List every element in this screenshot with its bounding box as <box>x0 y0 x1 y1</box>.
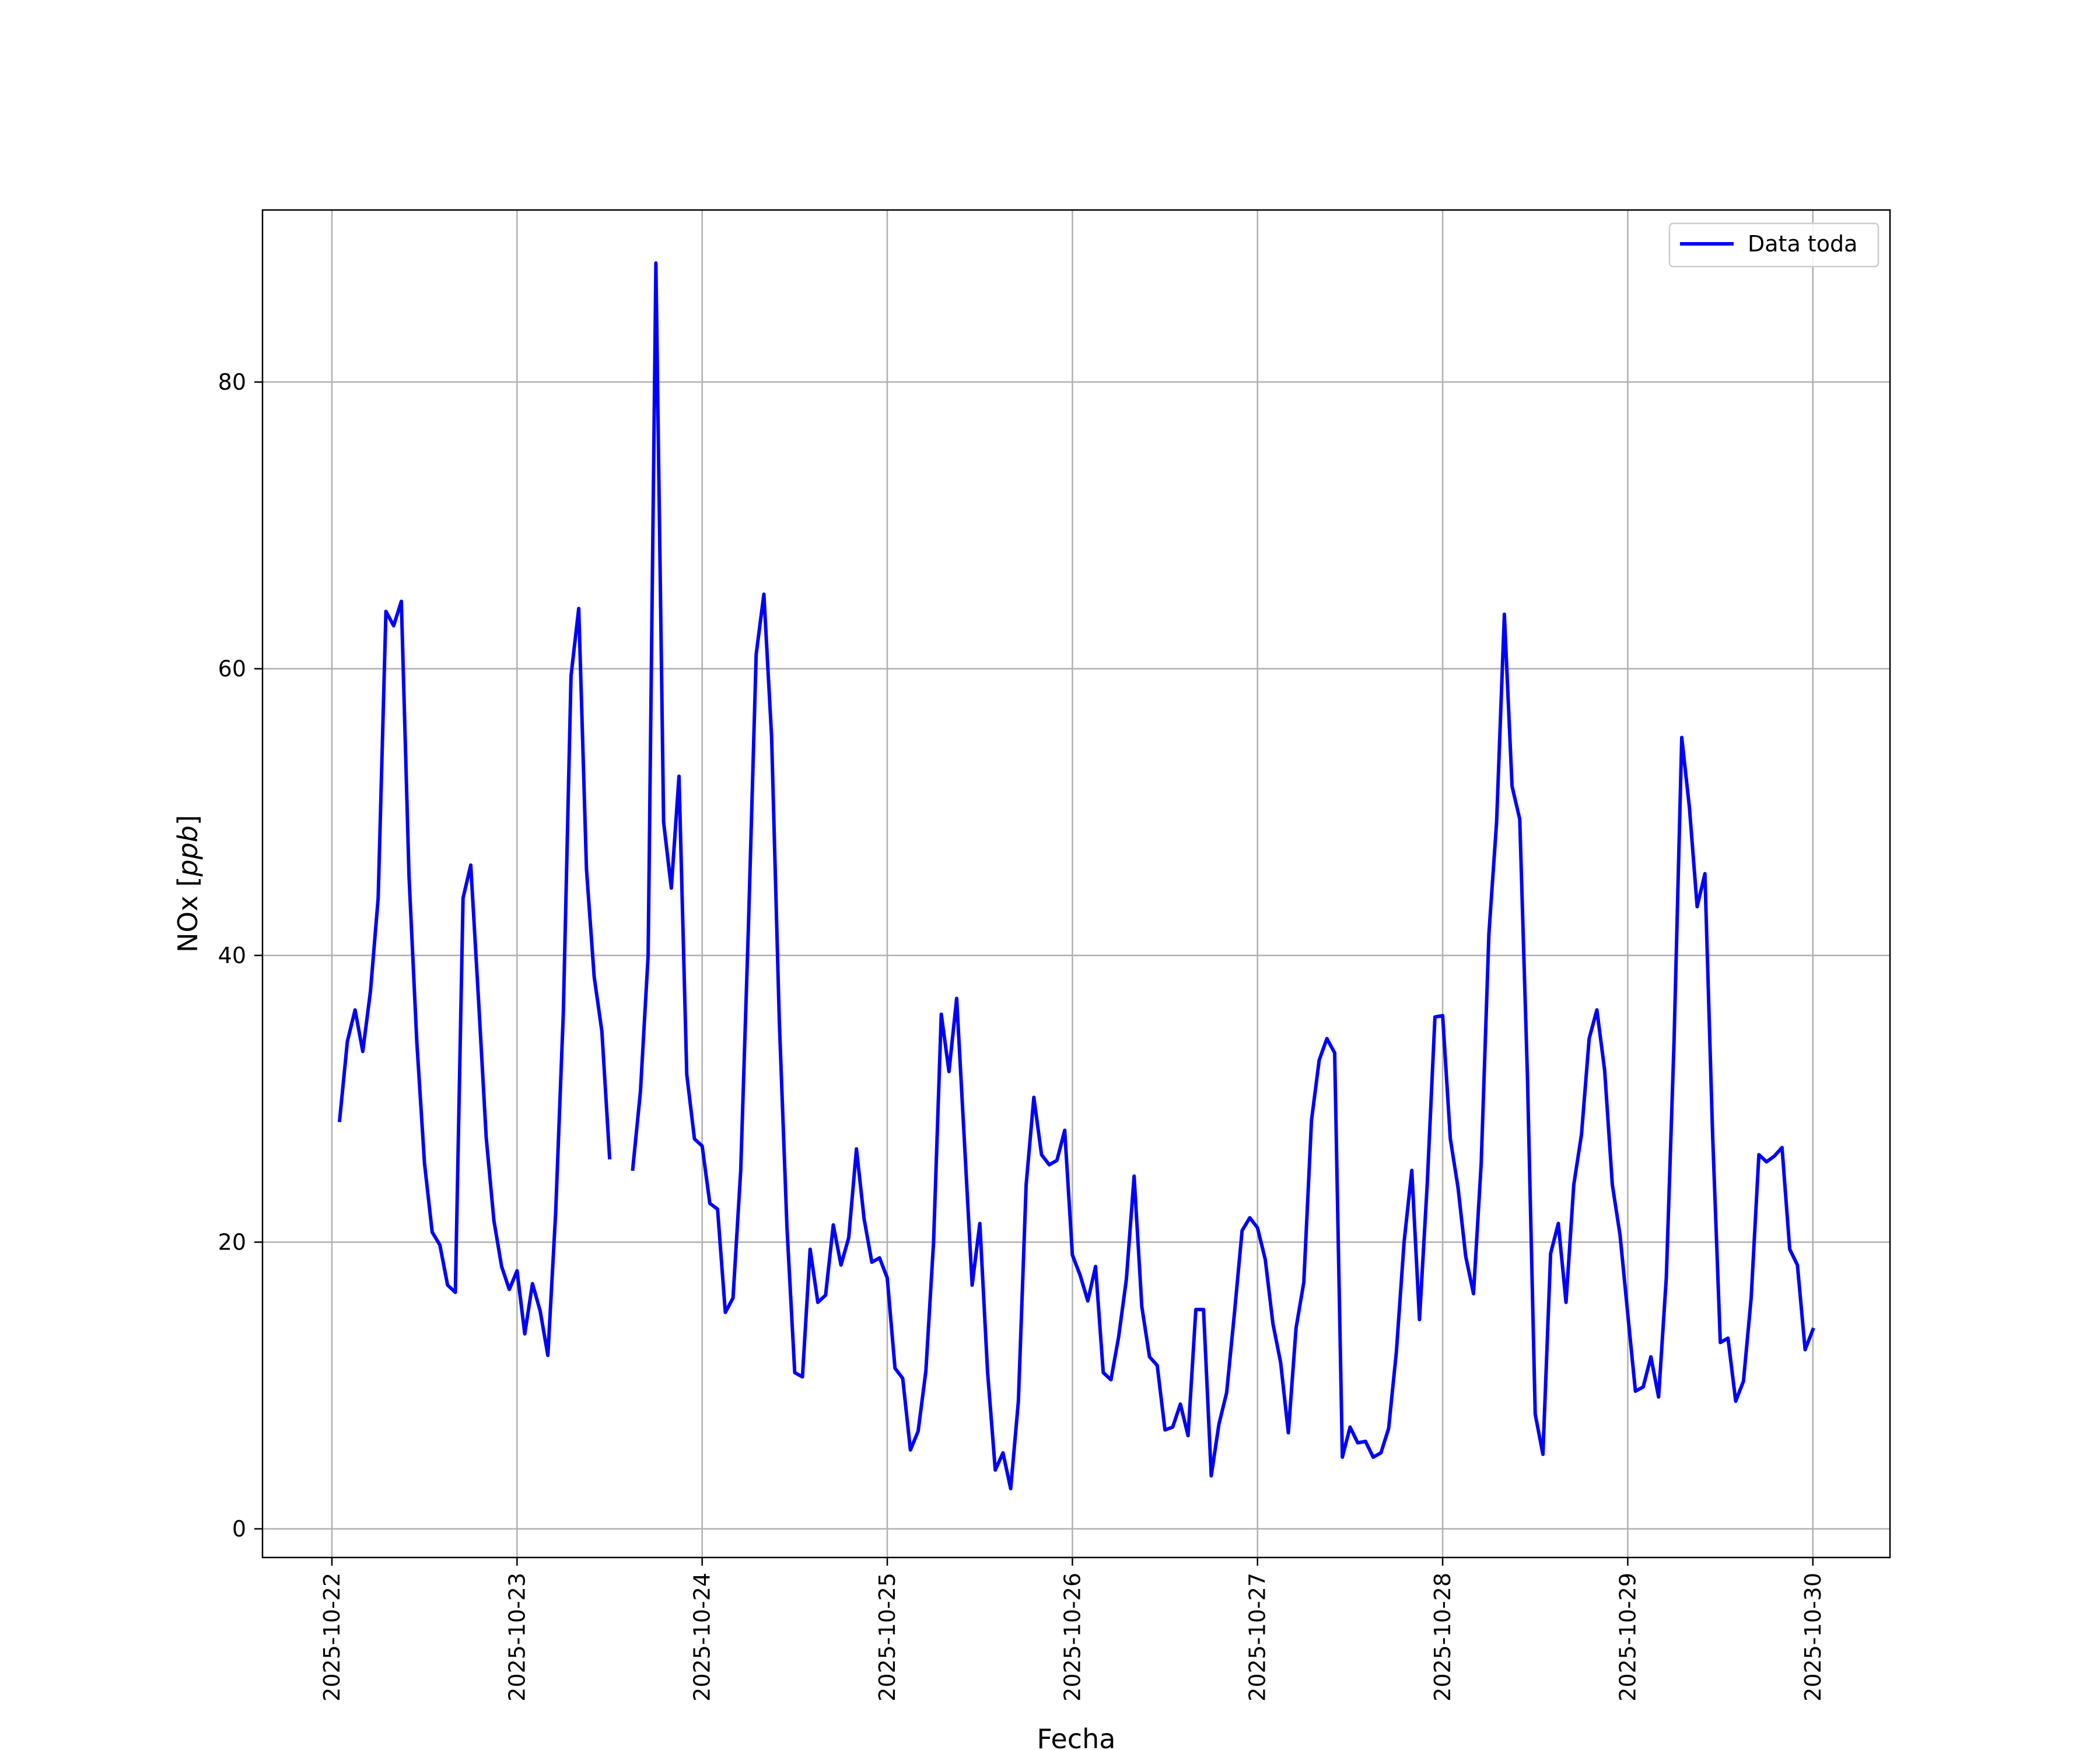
x-tick-label: 2025-10-30 <box>1800 1573 1826 1702</box>
series-line-data-toda <box>631 261 1815 1490</box>
x-tick-label: 2025-10-22 <box>319 1573 345 1702</box>
y-axis-unit: ppb <box>172 825 204 877</box>
x-axis-title: Fecha <box>1037 1723 1116 1750</box>
y-axis-title: NOx [ppb] <box>172 815 204 953</box>
y-tick-label: 20 <box>218 1229 246 1255</box>
y-tick-label: 0 <box>232 1516 246 1542</box>
x-axis: 2025-10-22 2025-10-23 2025-10-24 2025-10-25… <box>319 1558 1826 1702</box>
x-tick-label: 2025-10-27 <box>1245 1573 1270 1702</box>
y-tick-label: 60 <box>218 656 246 681</box>
series-layer <box>337 261 1815 1490</box>
x-tick-label: 2025-10-24 <box>690 1573 715 1702</box>
legend-frame <box>1668 222 1880 268</box>
x-tick-label: 2025-10-29 <box>1615 1573 1640 1702</box>
y-tick-label: 40 <box>218 943 246 968</box>
y-tick-label: 80 <box>218 369 246 395</box>
x-tick-label: 2025-10-28 <box>1430 1573 1455 1702</box>
x-tick-label: 2025-10-23 <box>504 1573 530 1702</box>
legend-label: Data toda <box>1748 231 1857 257</box>
series-line-data-toda <box>337 599 612 1357</box>
x-tick-label: 2025-10-25 <box>874 1573 900 1702</box>
y-axis-title-text: NOx <box>172 895 204 953</box>
legend: Data toda <box>1668 222 1880 268</box>
y-axis: 0 20 40 60 80 <box>218 369 262 1542</box>
x-tick-label: 2025-10-26 <box>1059 1573 1085 1702</box>
plot-frame <box>261 209 1891 1559</box>
grid <box>262 210 1890 1558</box>
